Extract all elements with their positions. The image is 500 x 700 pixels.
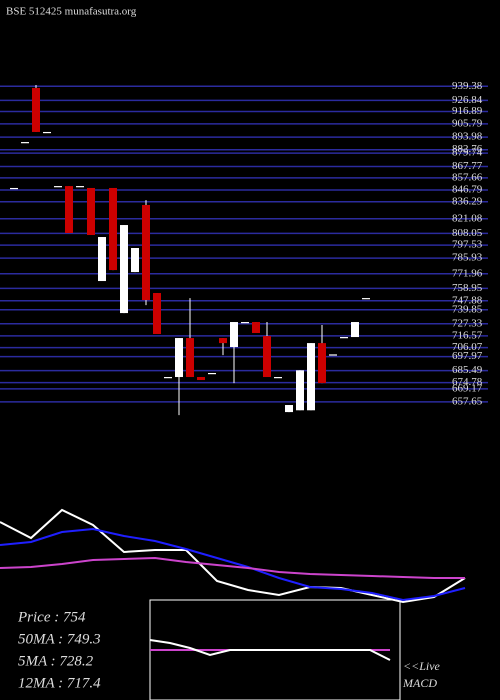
y-tick-label: 747.88 xyxy=(452,294,483,306)
candle-body xyxy=(164,377,172,379)
candle-body xyxy=(54,186,62,188)
y-tick-label: 857.66 xyxy=(452,171,483,183)
y-tick-label: 669.17 xyxy=(452,382,483,394)
y-tick-label: 905.79 xyxy=(452,117,483,129)
candle-body xyxy=(120,225,128,314)
candle-body xyxy=(197,377,205,381)
candle-body xyxy=(186,338,194,378)
y-tick-label: 797.53 xyxy=(452,239,483,251)
y-tick-label: 821.08 xyxy=(452,212,483,224)
candle-body xyxy=(263,336,271,378)
y-tick-label: 893.98 xyxy=(452,131,483,143)
candle-body xyxy=(241,322,249,324)
chart-title: BSE 512425 munafasutra.org xyxy=(6,6,137,18)
candle-body xyxy=(252,322,260,334)
y-tick-label: 785.93 xyxy=(452,252,483,264)
candle-body xyxy=(230,322,238,348)
ma-line xyxy=(0,556,465,579)
candle-body xyxy=(21,142,29,144)
candle-body xyxy=(32,87,40,132)
readout: 5MA : 728.2 xyxy=(18,653,94,669)
candle-body xyxy=(98,237,106,282)
readout: 12MA : 717.4 xyxy=(18,675,101,691)
y-tick-label: 758.95 xyxy=(452,282,483,294)
macd-label: MACD xyxy=(402,676,437,690)
candle-body xyxy=(175,338,183,378)
y-tick-label: 685.49 xyxy=(452,364,483,376)
y-tick-label: 939.38 xyxy=(452,80,483,92)
candle-body xyxy=(208,372,216,375)
candle-body xyxy=(10,187,18,190)
y-tick-label: 697.97 xyxy=(452,350,483,362)
candle-body xyxy=(142,204,150,301)
y-tick-label: 674.78 xyxy=(452,376,483,388)
y-tick-label: 657.65 xyxy=(452,395,483,407)
candle-body xyxy=(153,293,161,335)
y-tick-label: 706.07 xyxy=(452,341,483,353)
candle-body xyxy=(329,354,337,356)
y-tick-label: 846.79 xyxy=(452,184,483,196)
candle-body xyxy=(362,298,370,300)
candle-body xyxy=(274,377,282,379)
candle-body xyxy=(43,131,51,134)
readout: 50MA : 749.3 xyxy=(18,631,101,647)
candle-body xyxy=(296,370,304,411)
candle-body xyxy=(131,248,139,273)
candle-body xyxy=(318,343,326,384)
y-tick-label: 727.33 xyxy=(452,317,483,329)
y-tick-label: 739.85 xyxy=(452,303,483,315)
candle-body xyxy=(109,187,117,271)
candle-body xyxy=(285,405,293,413)
candle-body xyxy=(87,187,95,236)
ma-line xyxy=(0,508,466,604)
macd-label: <<Live xyxy=(403,659,441,673)
y-tick-label: 808.05 xyxy=(452,227,483,239)
y-tick-label: 867.77 xyxy=(452,160,483,172)
candle-body xyxy=(219,338,227,344)
y-tick-label: 716.57 xyxy=(452,329,483,341)
y-tick-label: 882.76 xyxy=(452,143,483,155)
ma-line xyxy=(0,527,466,602)
candle-body xyxy=(340,337,348,339)
candle-body xyxy=(65,186,73,233)
candle-body xyxy=(351,322,359,338)
macd-line xyxy=(149,639,391,661)
y-tick-label: 916.89 xyxy=(452,105,483,117)
candle-body xyxy=(307,343,315,411)
y-tick-label: 836.29 xyxy=(452,195,483,207)
y-tick-label: 926.84 xyxy=(452,94,483,106)
readout: Price : 754 xyxy=(17,609,86,625)
candle-body xyxy=(76,186,84,188)
y-tick-label: 771.96 xyxy=(452,267,483,279)
y-tick-label: 879.74 xyxy=(452,147,483,159)
